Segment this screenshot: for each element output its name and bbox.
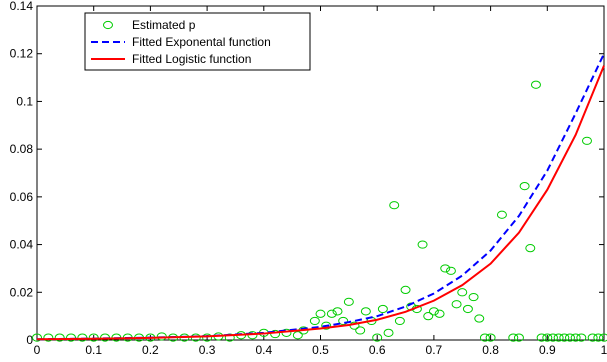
y-tick-label: 0.08 (10, 142, 34, 156)
x-tick-label: 0.7 (426, 343, 443, 357)
scatter-point (593, 333, 604, 342)
series-line-2 (36, 65, 605, 341)
y-tick-label: 0.04 (10, 238, 34, 252)
x-tick-label: 1 (601, 343, 607, 357)
x-tick-label: 0.8 (482, 343, 499, 357)
scatter-point (394, 316, 405, 326)
x-tick-label: 0.3 (199, 343, 216, 357)
scatter-point (270, 329, 281, 339)
series-line-1 (36, 53, 605, 341)
scatter-point (315, 309, 326, 318)
scatter-point (599, 333, 607, 342)
scatter-point (570, 333, 581, 342)
scatter-point (513, 333, 524, 342)
scatter-point (474, 314, 485, 323)
legend-label: Fitted Logistic function (132, 52, 251, 66)
x-tick-label: 0.6 (369, 343, 386, 357)
scatter-point (326, 309, 337, 318)
y-tick-label: 0.12 (10, 47, 34, 61)
scatter-point (553, 333, 564, 342)
scatter-point (332, 307, 343, 316)
scatter-point (519, 182, 530, 191)
scatter-point (360, 307, 371, 316)
scatter-point (309, 316, 320, 326)
scatter-point (389, 201, 400, 210)
scatter-point (156, 332, 167, 341)
y-tick-label: 0.06 (10, 190, 34, 204)
x-tick-label: 0.4 (255, 343, 272, 357)
scatter-point (445, 266, 456, 275)
y-tick-label: 0.14 (10, 0, 34, 13)
y-tick-label: 0.02 (10, 285, 34, 299)
scatter-point (43, 333, 54, 342)
scatter-point (321, 321, 332, 330)
scatter-point (54, 333, 65, 342)
scatter-point (428, 307, 439, 316)
scatter-point (355, 326, 366, 335)
y-tick-label: 0 (26, 333, 33, 347)
scatter-point (400, 285, 411, 294)
legend-marker (103, 20, 113, 30)
x-tick-label: 0 (34, 343, 41, 357)
scatter-point (581, 136, 592, 145)
scatter-point (457, 288, 468, 297)
x-tick-label: 0.1 (85, 343, 102, 357)
scatter-point (564, 333, 575, 342)
y-tick-label: 0.1 (16, 94, 33, 108)
scatter-point (547, 333, 558, 342)
scatter-point (587, 333, 598, 342)
x-tick-label: 0.9 (539, 343, 556, 357)
x-tick-label: 0.2 (142, 343, 159, 357)
scatter-point (525, 244, 536, 253)
scatter-point (536, 333, 547, 342)
scatter-point (434, 309, 445, 318)
scatter-point (542, 333, 553, 342)
scatter-point (32, 333, 42, 342)
scatter-point (576, 333, 587, 342)
legend-label: Estimated p (132, 18, 196, 32)
scatter-point (468, 292, 479, 302)
scatter-point (377, 304, 388, 314)
x-tick-label: 0.5 (312, 343, 329, 357)
scatter-point (479, 333, 490, 342)
scatter-point (343, 297, 354, 306)
scatter-point (202, 333, 213, 342)
scatter-point (423, 312, 434, 321)
scatter-point (292, 331, 303, 340)
scatter-point (508, 333, 519, 342)
scatter-point (77, 333, 88, 342)
scatter-point (372, 333, 383, 342)
scatter-point (485, 333, 496, 342)
scatter-point (383, 328, 394, 337)
scatter-point (462, 304, 473, 314)
scatter-point (440, 264, 451, 273)
scatter-point (496, 210, 507, 219)
scatter-point (530, 80, 541, 89)
scatter-point (338, 316, 349, 326)
scatter-point (417, 240, 428, 249)
scatter-point (66, 333, 77, 342)
legend-box (84, 12, 311, 71)
legend-label: Fitted Exponental function (132, 35, 271, 49)
scatter-point (451, 300, 462, 309)
scatter-point (559, 333, 570, 342)
